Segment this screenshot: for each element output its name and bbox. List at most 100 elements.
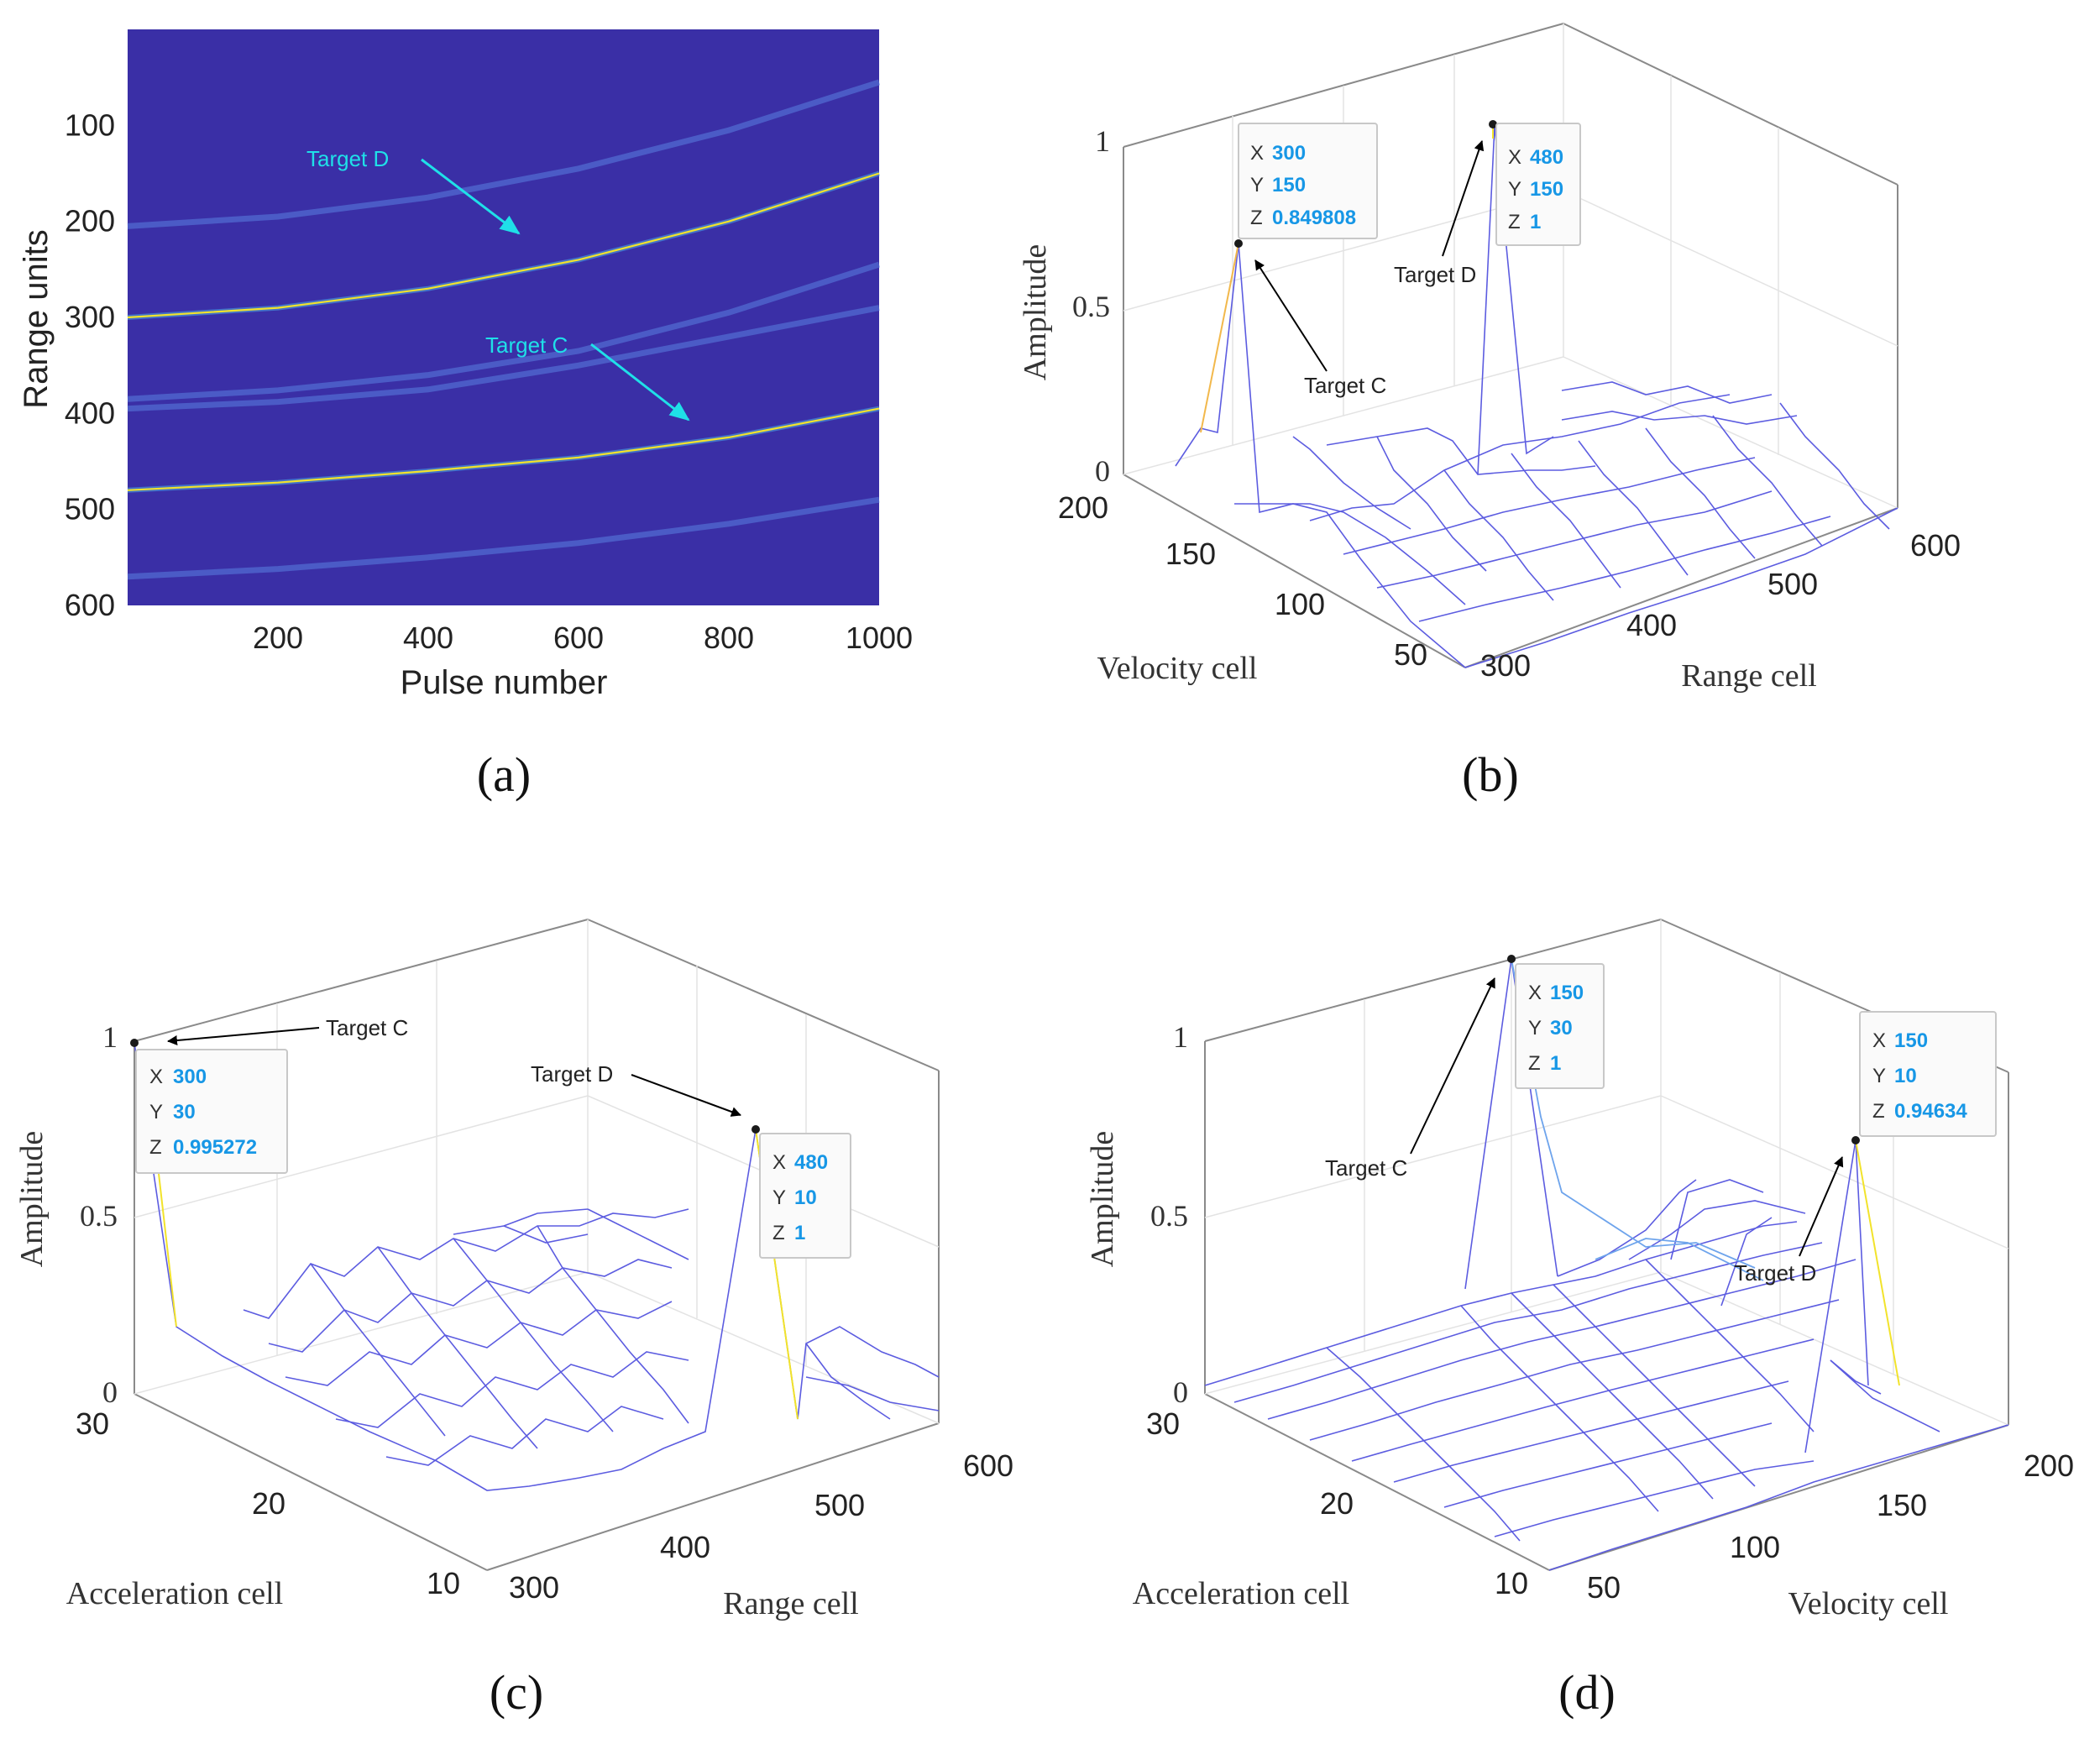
x-tick: 150 <box>1877 1488 1927 1522</box>
datatip: X 300 Y 30 Z 0.995272 <box>135 1049 288 1174</box>
x-tick: 300 <box>1480 648 1531 683</box>
annotation-target-c: Target C <box>485 333 568 358</box>
stem-target-d <box>1855 1139 1900 1386</box>
y-tick: 400 <box>65 395 115 430</box>
svg-text:Z: Z <box>149 1136 162 1159</box>
svg-text:480: 480 <box>794 1151 828 1174</box>
peak-marker-d <box>1851 1136 1860 1144</box>
arrow-target-c <box>1410 977 1495 1155</box>
z-axis-label: Amplitude <box>14 1131 50 1268</box>
arrow-target-c <box>167 1027 320 1046</box>
z-tick: 1 <box>1095 124 1110 158</box>
target-traces <box>127 170 880 493</box>
z-tick: 0 <box>1095 454 1110 488</box>
y-tick: 30 <box>76 1406 109 1441</box>
x-tick: 400 <box>660 1530 710 1564</box>
y-axis-label: Velocity cell <box>1097 651 1258 686</box>
z-tick: 0.5 <box>80 1199 118 1233</box>
y-tick: 600 <box>65 588 115 622</box>
svg-text:Y: Y <box>1528 1017 1542 1040</box>
panel-label-d: (d) <box>1558 1665 1616 1720</box>
svg-text:30: 30 <box>173 1101 196 1123</box>
arrow-target-d <box>631 1074 741 1117</box>
svg-text:Z: Z <box>1528 1052 1541 1075</box>
z-tick: 0 <box>102 1375 118 1409</box>
x-tick: 1000 <box>846 621 913 655</box>
svg-text:Y: Y <box>1508 178 1521 201</box>
y-tick: 30 <box>1146 1406 1180 1441</box>
x-tick: 200 <box>253 621 303 655</box>
svg-text:Z: Z <box>1872 1100 1885 1123</box>
svg-text:Z: Z <box>1508 211 1521 233</box>
svg-text:X: X <box>772 1151 786 1174</box>
annotation-target-d: Target D <box>1394 262 1476 287</box>
stem-target-c <box>1200 243 1239 433</box>
x-tick: 300 <box>509 1570 559 1605</box>
x-tick: 50 <box>1587 1570 1621 1605</box>
svg-text:1: 1 <box>1550 1052 1561 1075</box>
svg-text:X: X <box>1508 146 1521 169</box>
x-tick: 100 <box>1730 1530 1780 1564</box>
svg-text:480: 480 <box>1530 146 1563 169</box>
x-tick: 600 <box>553 621 604 655</box>
x-axis-label: Range cell <box>723 1586 858 1621</box>
peak-marker-c <box>1507 955 1516 963</box>
x-axis-label: Velocity cell <box>1788 1586 1949 1621</box>
faint-trace <box>127 496 880 580</box>
x-axis-label: Pulse number <box>401 664 608 701</box>
svg-text:300: 300 <box>173 1066 207 1088</box>
svg-text:Y: Y <box>1250 174 1264 196</box>
faint-trace <box>127 261 881 402</box>
x-tick: 600 <box>1910 528 1961 563</box>
heatmap-area <box>128 29 879 605</box>
annotation-target-c: Target C <box>1325 1155 1407 1181</box>
x-axis-label: Range cell <box>1681 658 1816 694</box>
svg-text:Y: Y <box>149 1101 163 1123</box>
svg-text:1: 1 <box>1530 211 1541 233</box>
trace-target-c <box>127 407 880 491</box>
svg-text:Y: Y <box>1872 1065 1886 1087</box>
faint-trace <box>127 305 880 412</box>
svg-text:10: 10 <box>794 1186 817 1209</box>
arrow-target-d <box>1442 140 1485 257</box>
mesh-highlight <box>1595 1238 1764 1281</box>
x-tick: 600 <box>963 1448 1013 1483</box>
svg-text:Z: Z <box>1250 207 1263 229</box>
panel-c: 0 0.5 1 Amplitude 30 20 10 Acceleration … <box>14 919 1013 1720</box>
panel-label-a: (a) <box>477 747 531 802</box>
peak-marker-d <box>1489 120 1497 128</box>
y-tick: 20 <box>1320 1486 1354 1521</box>
svg-text:X: X <box>1872 1029 1886 1052</box>
svg-text:30: 30 <box>1550 1017 1573 1040</box>
z-tick: 1 <box>102 1020 118 1054</box>
panel-label-c: (c) <box>490 1665 543 1720</box>
svg-text:X: X <box>1250 142 1264 165</box>
panel-b: 0 0.5 1 Amplitude 200 150 100 50 Velocit… <box>1018 23 1961 802</box>
annotation-target-d: Target D <box>531 1061 613 1087</box>
svg-text:X: X <box>149 1066 163 1088</box>
x-tick: 400 <box>1626 608 1677 642</box>
z-tick: 0.5 <box>1072 290 1110 323</box>
y-tick: 50 <box>1394 637 1427 672</box>
datatip: X 300 Y 150 Z 0.849808 <box>1238 123 1378 239</box>
z-axis-label: Amplitude <box>1018 244 1053 381</box>
peak-marker-d <box>751 1125 760 1134</box>
panel-a: 200 400 600 800 1000 100 200 300 400 500 600 Puls… <box>18 29 913 802</box>
peak-marker-c <box>1234 239 1243 248</box>
x-tick: 400 <box>403 621 453 655</box>
svg-text:0.849808: 0.849808 <box>1272 207 1356 229</box>
y-tick: 150 <box>1165 537 1216 571</box>
z-axis-label: Amplitude <box>1085 1131 1120 1268</box>
datatip: X 150 Y 10 Z 0.94634 <box>1859 1011 1997 1137</box>
svg-text:Y: Y <box>772 1186 786 1209</box>
mesh <box>1175 125 1898 668</box>
y-tick: 100 <box>1275 587 1325 621</box>
y-tick: 20 <box>252 1486 285 1521</box>
arrow-target-c <box>590 343 690 422</box>
svg-text:0.995272: 0.995272 <box>173 1136 257 1159</box>
annotation-target-d: Target D <box>1734 1260 1816 1286</box>
x-tick: 200 <box>2024 1448 2074 1483</box>
